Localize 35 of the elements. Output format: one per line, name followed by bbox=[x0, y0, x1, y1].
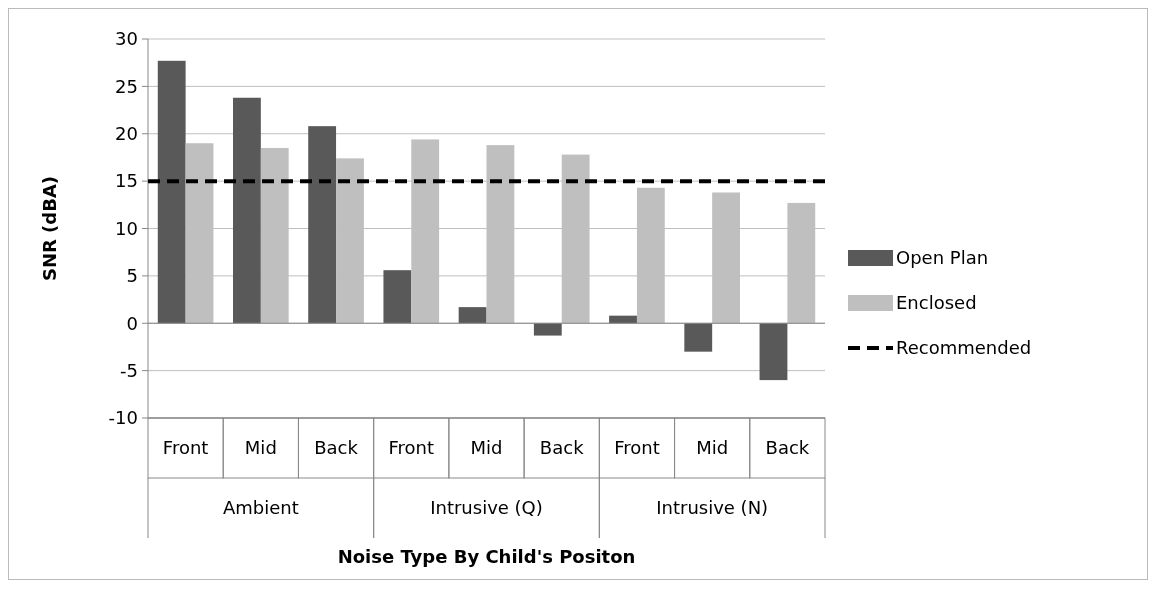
y-tick-label: 25 bbox=[115, 75, 138, 97]
legend-label: Recommended bbox=[896, 337, 1032, 359]
y-tick-label: -10 bbox=[108, 407, 138, 429]
y-tick-label: 10 bbox=[115, 217, 138, 239]
x-tick-label: Back bbox=[539, 437, 585, 458]
x-tick-label: Mid bbox=[470, 437, 503, 458]
y-tick-label: 15 bbox=[115, 170, 138, 192]
bar bbox=[533, 323, 562, 336]
bar bbox=[609, 315, 637, 324]
x-tick-label: Front bbox=[162, 437, 209, 458]
x-tick-label: Back bbox=[314, 437, 359, 458]
text: Intrusive (N) bbox=[656, 497, 769, 518]
y-tick-label: 20 bbox=[115, 123, 138, 145]
y-tick-label: 30 bbox=[115, 28, 138, 50]
bar bbox=[383, 270, 412, 324]
x-tick-label: Back bbox=[765, 437, 810, 458]
bar bbox=[308, 126, 337, 324]
text: Intrusive (Q) bbox=[430, 497, 543, 518]
y-tick-label: 5 bbox=[126, 265, 138, 287]
bar bbox=[759, 323, 788, 381]
bar bbox=[458, 307, 487, 324]
bar bbox=[157, 60, 186, 324]
legend-label: Open Plan bbox=[896, 247, 989, 269]
y-axis-title: SNR (dBA) bbox=[39, 175, 60, 282]
x-tick-label: Mid bbox=[696, 437, 729, 458]
x-tick-label: Front bbox=[388, 437, 435, 458]
y-tick-label: -5 bbox=[120, 359, 138, 381]
x-tick-label: Front bbox=[614, 437, 660, 458]
bar bbox=[684, 323, 713, 352]
x-tick-label: Mid bbox=[244, 437, 277, 458]
y-tick-label: 0 bbox=[126, 312, 138, 334]
x-axis-title: Noise Type By Child's Positon bbox=[337, 546, 636, 567]
legend-label: Enclosed bbox=[896, 292, 977, 314]
bar bbox=[233, 97, 261, 324]
text: Ambient bbox=[222, 497, 299, 518]
